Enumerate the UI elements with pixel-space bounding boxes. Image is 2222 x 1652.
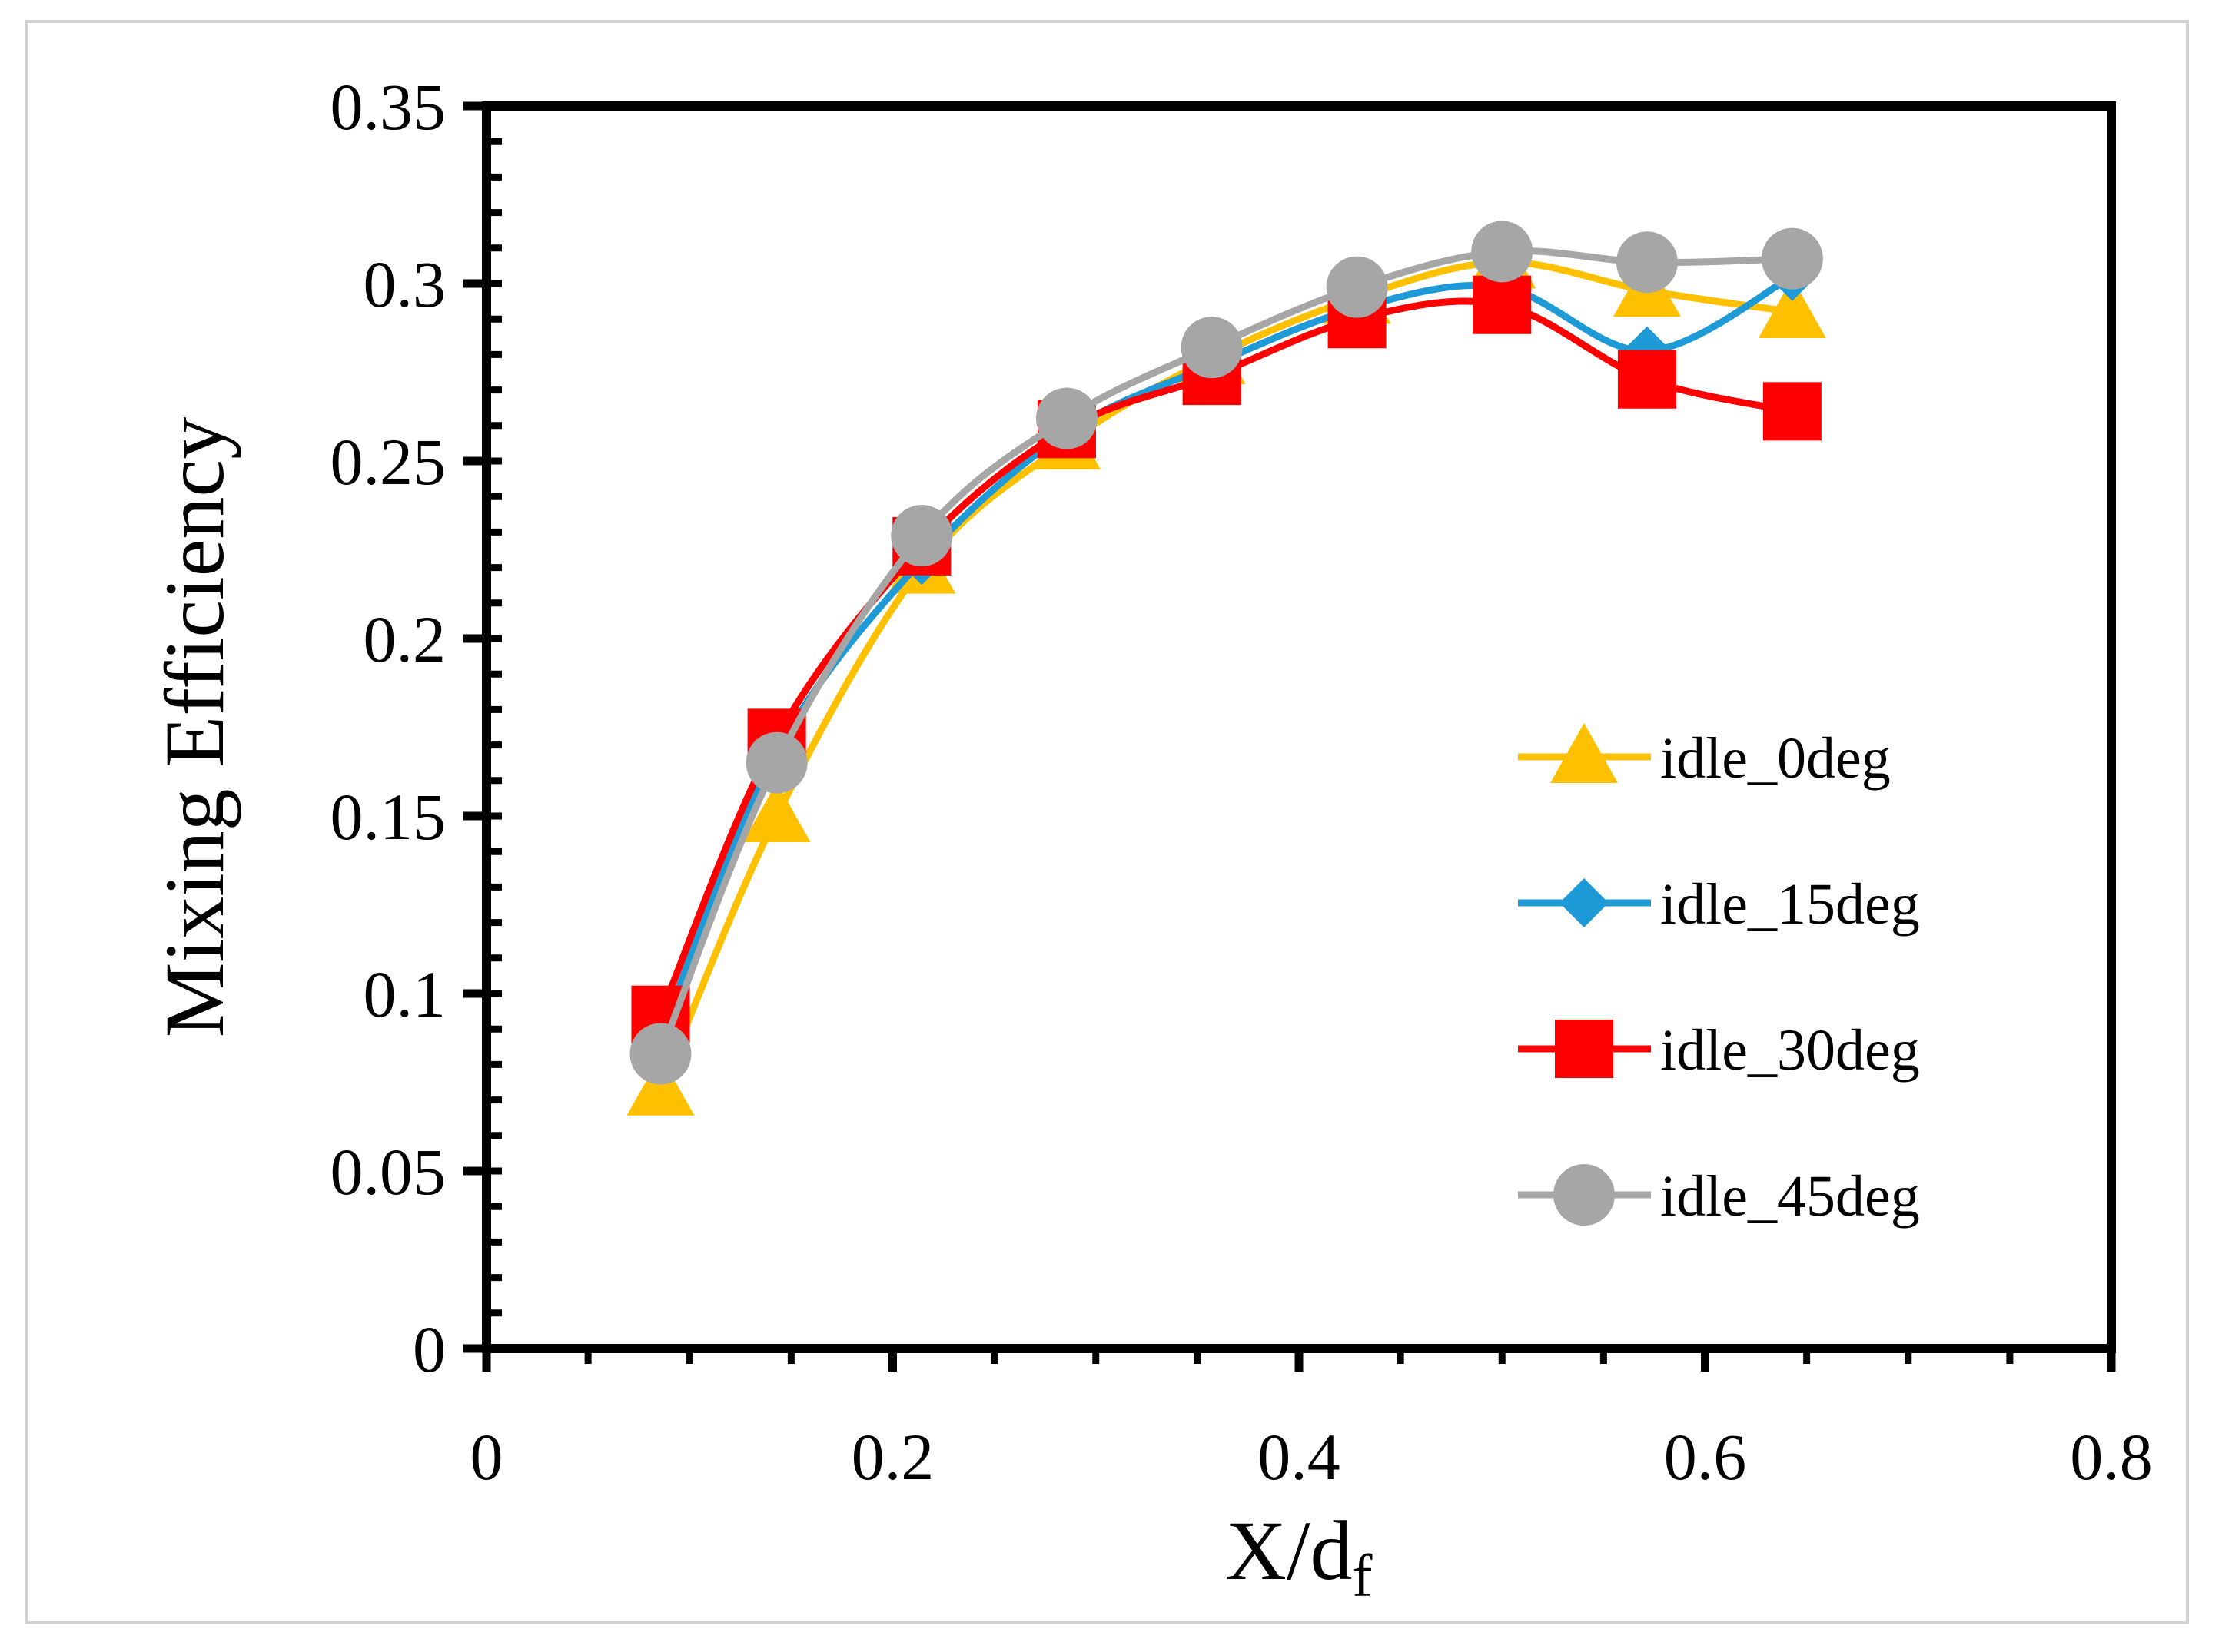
legend-item-idle_15deg: idle_15deg xyxy=(1518,872,1920,937)
y-axis-title: Mixing Efficiency xyxy=(148,417,241,1038)
y-tick-label: 0.1 xyxy=(364,957,447,1031)
legend-group: idle_0deg idle_15deg idle_30deg idle_45deg xyxy=(1518,723,1920,1229)
x-axis-title-main: X/d xyxy=(1226,1504,1353,1597)
legend-marker xyxy=(1559,878,1609,927)
axes-group: 0 0.2 0.4 0.6 0.8 0 0.05 0.1 0.15 0.2 0.25 0.3 0.35 xyxy=(330,70,2153,1494)
data-point-idle_45deg xyxy=(891,505,953,567)
y-tick-label: 0.15 xyxy=(330,780,447,854)
data-point-idle_45deg xyxy=(746,731,808,794)
series-group xyxy=(626,221,1826,1116)
data-point-idle_45deg xyxy=(1616,231,1678,294)
legend-item-idle_30deg: idle_30deg xyxy=(1518,1018,1920,1083)
y-tick-label: 0.2 xyxy=(364,602,447,676)
y-tick-label: 0.35 xyxy=(330,70,447,144)
x-tick-label: 0.2 xyxy=(852,1420,935,1494)
x-axis-title: X/df xyxy=(1226,1504,1373,1609)
chart-frame xyxy=(25,20,2189,1624)
legend-label: idle_15deg xyxy=(1660,872,1920,937)
legend-label: idle_45deg xyxy=(1660,1164,1920,1229)
data-point-idle_0deg xyxy=(742,782,811,842)
x-tick-label: 0 xyxy=(470,1420,503,1494)
axis-titles-group: X/df Mixing Efficiency xyxy=(148,417,1373,1609)
series-idle_30deg xyxy=(631,275,1822,1044)
legend-label: idle_0deg xyxy=(1660,726,1891,791)
data-point-idle_45deg xyxy=(1035,387,1098,449)
y-tick-label: 0.25 xyxy=(330,425,447,499)
legend-marker xyxy=(1553,1164,1615,1226)
data-point-idle_45deg xyxy=(629,1023,692,1085)
legend-item-idle_45deg: idle_45deg xyxy=(1518,1164,1920,1229)
x-tick-label: 0.6 xyxy=(1664,1420,1747,1494)
x-axis-title-subscript: f xyxy=(1353,1542,1373,1609)
series-idle_45deg xyxy=(629,221,1823,1085)
data-point-idle_0deg xyxy=(1758,277,1826,338)
x-tick-label: 0.8 xyxy=(2070,1420,2153,1494)
data-point-idle_30deg xyxy=(1762,382,1822,441)
y-tick-label: 0 xyxy=(413,1312,446,1386)
data-point-idle_45deg xyxy=(1181,317,1243,379)
legend-marker xyxy=(1555,1020,1613,1078)
data-point-idle_45deg xyxy=(1761,227,1823,290)
data-point-idle_30deg xyxy=(1473,275,1532,334)
legend-item-idle_0deg: idle_0deg xyxy=(1518,723,1891,791)
y-tick-label: 0.3 xyxy=(364,247,447,321)
data-point-idle_30deg xyxy=(1617,350,1676,409)
data-point-idle_45deg xyxy=(1471,221,1533,283)
data-point-idle_45deg xyxy=(1326,256,1388,318)
data-point-idle_0deg xyxy=(626,1055,695,1116)
legend-marker xyxy=(1550,723,1618,783)
x-tick-label: 0.4 xyxy=(1257,1420,1340,1494)
legend-label: idle_30deg xyxy=(1660,1018,1920,1083)
y-tick-label: 0.05 xyxy=(330,1135,447,1209)
